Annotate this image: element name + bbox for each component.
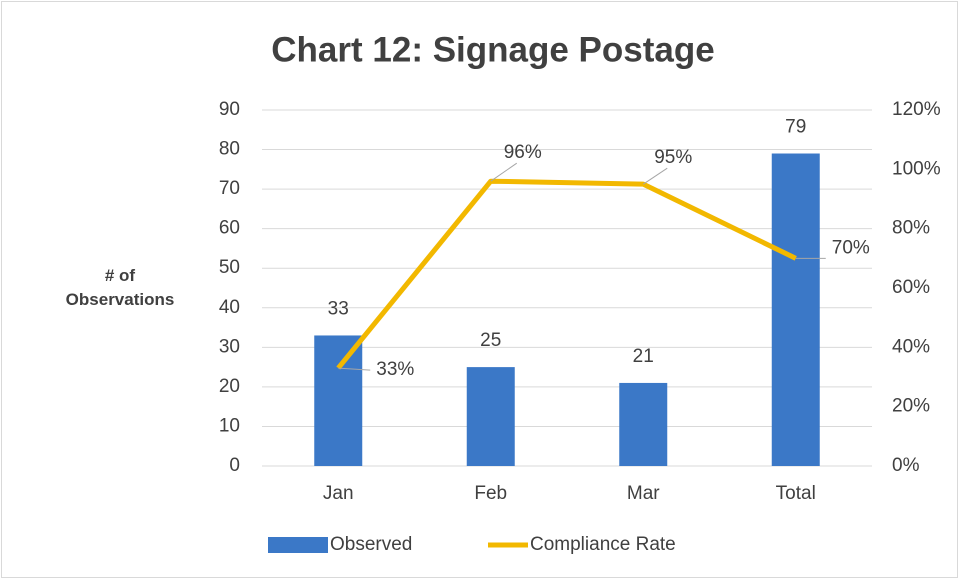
legend-swatch xyxy=(268,537,328,553)
x-tick-label: Total xyxy=(776,483,816,504)
x-tick-label: Mar xyxy=(627,483,660,504)
y2-tick-label: 60% xyxy=(892,277,930,298)
y-tick-label: 60 xyxy=(219,218,240,239)
bar xyxy=(466,367,515,466)
y2-tick-label: 120% xyxy=(892,99,941,120)
leader-line xyxy=(490,162,518,182)
y-tick-label: 90 xyxy=(219,99,240,120)
y-tick-label: 50 xyxy=(219,257,240,278)
y2-tick-label: 80% xyxy=(892,218,930,239)
bar xyxy=(619,382,668,466)
x-tick-label: Jan xyxy=(323,483,354,504)
y-axis-label: # of Observations xyxy=(65,266,175,309)
y-tick-label: 0 xyxy=(229,455,240,476)
line-value-label: 95% xyxy=(654,147,692,168)
y-tick-label: 40 xyxy=(219,297,240,318)
y-tick-label: 30 xyxy=(219,336,240,357)
bar-value-label: 25 xyxy=(480,330,501,351)
y-tick-label: 10 xyxy=(219,415,240,436)
y2-tick-label: 40% xyxy=(892,336,930,357)
chart-title: Chart 12: Signage Postage xyxy=(271,30,714,69)
y2-tick-label: 20% xyxy=(892,396,930,417)
bar-value-label: 79 xyxy=(785,117,806,138)
x-tick-label: Feb xyxy=(474,483,507,504)
bar xyxy=(314,335,363,466)
y-tick-label: 80 xyxy=(219,139,240,160)
bar-value-label: 33 xyxy=(328,298,349,319)
line-value-label: 96% xyxy=(504,142,542,163)
leader-line xyxy=(338,367,371,371)
legend-label: Observed xyxy=(330,534,412,555)
leader-line xyxy=(642,167,668,185)
y2-tick-label: 100% xyxy=(892,158,941,179)
y-tick-label: 70 xyxy=(219,178,240,199)
line-value-label: 70% xyxy=(832,237,870,258)
line xyxy=(336,178,797,370)
bar-value-label: 21 xyxy=(633,346,654,367)
y-tick-label: 20 xyxy=(219,376,240,397)
bar xyxy=(771,153,820,466)
legend-label: Compliance Rate xyxy=(530,534,676,555)
line-value-label: 33% xyxy=(376,359,414,380)
y2-tick-label: 0% xyxy=(892,455,920,476)
